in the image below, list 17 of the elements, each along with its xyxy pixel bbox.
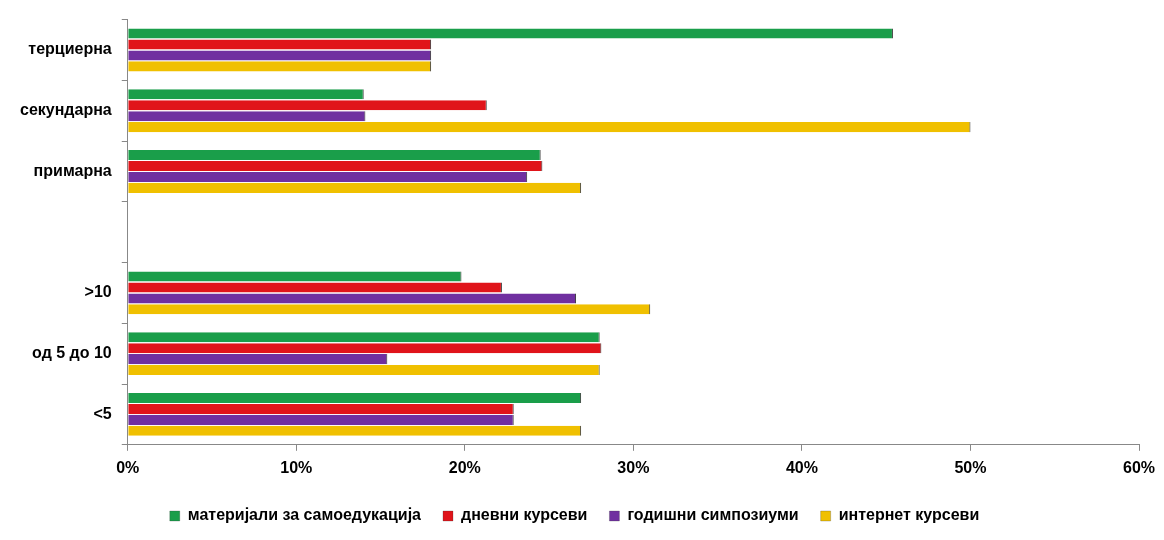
x-tick-label: 60% xyxy=(1122,458,1156,476)
x-tick-label: 50% xyxy=(954,458,987,476)
y-tick-label: >10 xyxy=(84,283,112,301)
y-tick-label: терциерна xyxy=(28,40,112,58)
y-tick-label: <5 xyxy=(93,404,112,422)
y-tick-label: од 5 до 10 xyxy=(32,344,112,362)
x-tick-label: 40% xyxy=(785,458,818,476)
legend-label: годишни симпозиуми xyxy=(627,506,799,524)
legend-label: дневни курсеви xyxy=(460,506,588,524)
x-tick-label: 10% xyxy=(280,458,313,476)
x-tick-label: 0% xyxy=(116,458,140,476)
y-tick-label: секундарна xyxy=(19,101,112,119)
legend-label: материјали за самоедукација xyxy=(187,506,422,524)
legend-label: интернет курсеви xyxy=(838,506,980,524)
x-tick-label: 20% xyxy=(448,458,481,476)
y-tick-label: примарна xyxy=(33,161,112,179)
x-tick-label: 30% xyxy=(617,458,650,476)
